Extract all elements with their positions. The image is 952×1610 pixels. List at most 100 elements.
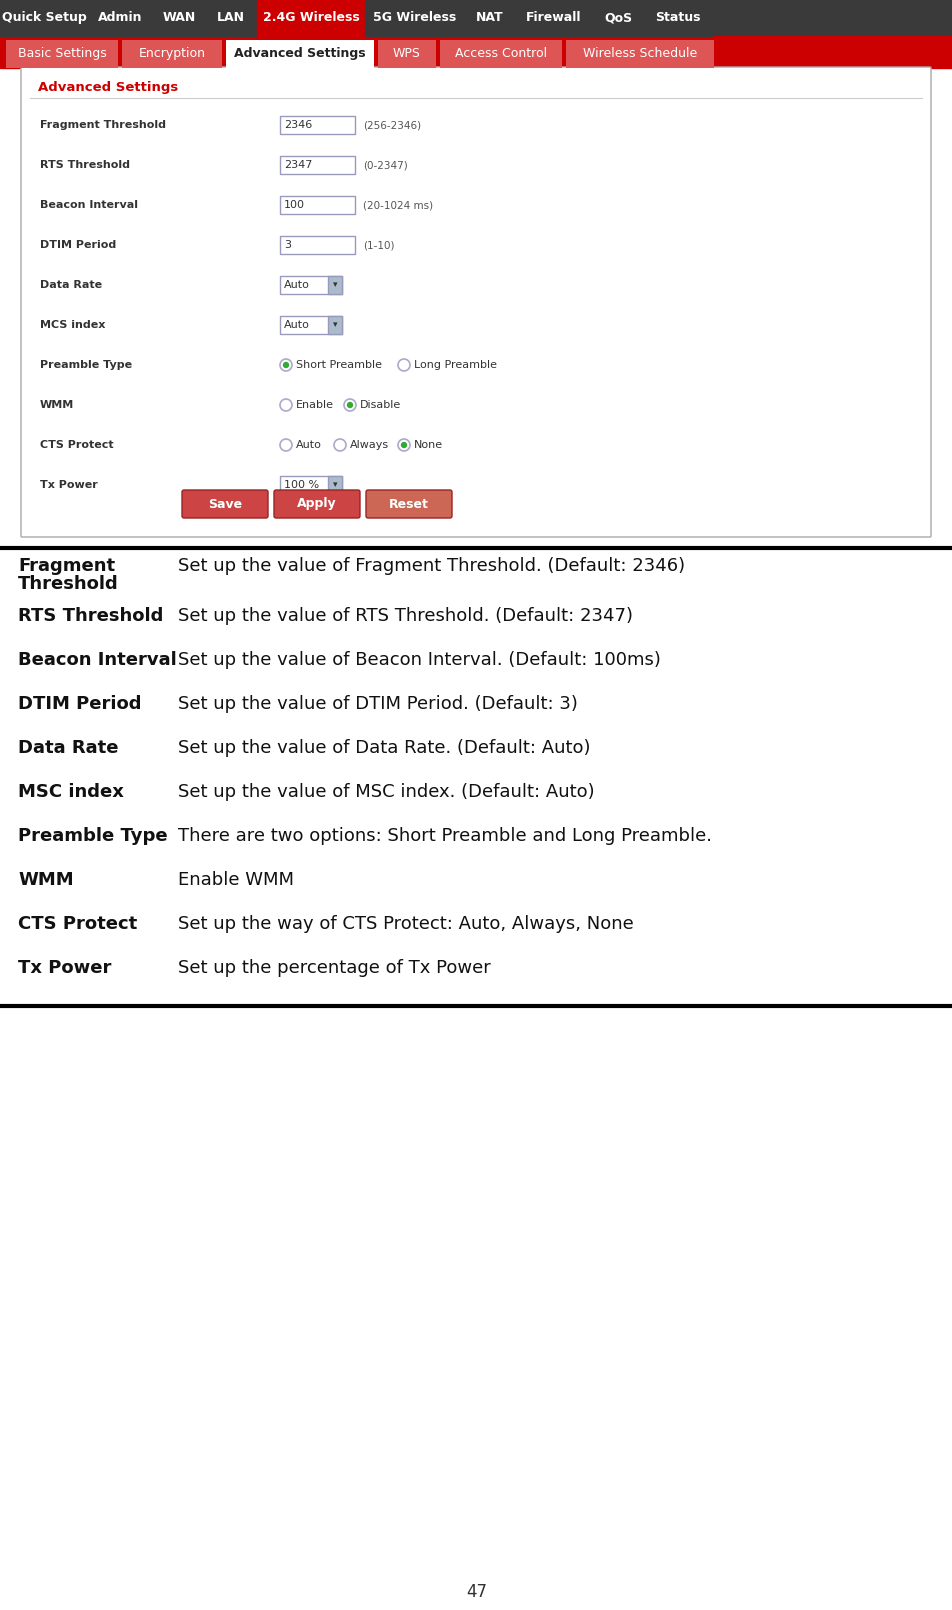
Bar [440, 40, 562, 68]
Circle shape [398, 359, 409, 370]
Bar [153, 0, 205, 35]
Text: Beacon Interval: Beacon Interval [18, 650, 176, 670]
Text: Set up the value of MSC index. (Default: Auto): Set up the value of MSC index. (Default:… [178, 782, 594, 802]
Text: Auto: Auto [284, 280, 309, 290]
Bar [6, 40, 118, 68]
Text: None: None [413, 440, 443, 451]
Text: Fragment Threshold: Fragment Threshold [40, 121, 166, 130]
Text: Advanced Settings: Advanced Settings [234, 48, 366, 61]
Text: WAN: WAN [162, 11, 195, 24]
Text: Short Preamble: Short Preamble [296, 361, 382, 370]
Text: 3: 3 [284, 240, 290, 250]
Text: 2346: 2346 [284, 121, 312, 130]
Text: CTS Protect: CTS Protect [40, 440, 113, 451]
Text: Admin: Admin [98, 11, 143, 24]
Text: Data Rate: Data Rate [40, 280, 102, 290]
Text: (20-1024 ms): (20-1024 ms) [363, 200, 432, 209]
Text: Disable: Disable [360, 399, 401, 411]
Bar [327, 275, 342, 295]
Bar [122, 40, 222, 68]
Text: (1-10): (1-10) [363, 240, 394, 250]
Circle shape [283, 362, 288, 369]
FancyBboxPatch shape [21, 68, 930, 538]
Text: (256-2346): (256-2346) [363, 121, 421, 130]
Text: Set up the percentage of Tx Power: Set up the percentage of Tx Power [178, 960, 490, 977]
Bar [514, 0, 592, 35]
Text: 47: 47 [466, 1583, 486, 1600]
Bar [465, 0, 514, 35]
Bar [643, 0, 712, 35]
Text: Set up the value of Beacon Interval. (Default: 100ms): Set up the value of Beacon Interval. (De… [178, 650, 660, 670]
Text: 100: 100 [284, 200, 305, 209]
Text: Beacon Interval: Beacon Interval [40, 200, 138, 209]
Bar [327, 316, 342, 333]
Bar [205, 0, 257, 35]
Text: RTS Threshold: RTS Threshold [40, 159, 129, 171]
Text: Set up the value of Fragment Threshold. (Default: 2346): Set up the value of Fragment Threshold. … [178, 557, 684, 575]
Circle shape [333, 440, 346, 451]
Text: Set up the value of RTS Threshold. (Default: 2347): Set up the value of RTS Threshold. (Defa… [178, 607, 632, 625]
Bar [280, 275, 342, 295]
Bar [280, 316, 342, 333]
FancyBboxPatch shape [182, 489, 268, 518]
Text: Apply: Apply [297, 497, 336, 510]
Bar [226, 40, 373, 68]
Text: 100 %: 100 % [284, 480, 319, 489]
Circle shape [280, 399, 291, 411]
Text: 2.4G Wireless: 2.4G Wireless [263, 11, 359, 24]
Bar [0, 35, 952, 68]
Text: Fragment: Fragment [18, 557, 115, 575]
Bar [280, 237, 355, 254]
Text: Encryption: Encryption [138, 48, 206, 61]
Bar [280, 116, 355, 134]
Text: WMM: WMM [40, 399, 74, 411]
Text: LAN: LAN [217, 11, 245, 24]
Text: MCS index: MCS index [40, 320, 106, 330]
Text: Advanced Settings: Advanced Settings [38, 82, 178, 95]
Bar [280, 477, 342, 494]
Text: Quick Setup: Quick Setup [2, 11, 87, 24]
Circle shape [344, 399, 356, 411]
Text: DTIM Period: DTIM Period [40, 240, 116, 250]
Text: Set up the value of Data Rate. (Default: Auto): Set up the value of Data Rate. (Default:… [178, 739, 590, 757]
Text: QoS: QoS [604, 11, 631, 24]
Text: Long Preamble: Long Preamble [413, 361, 497, 370]
Circle shape [401, 441, 407, 448]
Circle shape [347, 402, 353, 409]
Text: (0-2347): (0-2347) [363, 159, 407, 171]
Text: Set up the way of CTS Protect: Auto, Always, None: Set up the way of CTS Protect: Auto, Alw… [178, 914, 633, 934]
Text: Set up the value of DTIM Period. (Default: 3): Set up the value of DTIM Period. (Defaul… [178, 696, 577, 713]
Text: Auto: Auto [284, 320, 309, 330]
Text: MSC index: MSC index [18, 782, 124, 802]
FancyBboxPatch shape [366, 489, 451, 518]
Text: Preamble Type: Preamble Type [40, 361, 132, 370]
Text: Preamble Type: Preamble Type [18, 828, 168, 845]
Text: RTS Threshold: RTS Threshold [18, 607, 163, 625]
Text: There are two options: Short Preamble and Long Preamble.: There are two options: Short Preamble an… [178, 828, 711, 845]
Text: 2347: 2347 [284, 159, 312, 171]
Text: Data Rate: Data Rate [18, 739, 118, 757]
Text: Always: Always [349, 440, 388, 451]
Text: Enable: Enable [296, 399, 333, 411]
Text: Wireless Schedule: Wireless Schedule [583, 48, 697, 61]
Circle shape [280, 359, 291, 370]
Bar [280, 196, 355, 214]
Text: WPS: WPS [392, 48, 421, 61]
Circle shape [398, 440, 409, 451]
Text: Firewall: Firewall [526, 11, 581, 24]
Text: Tx Power: Tx Power [18, 960, 111, 977]
Bar [565, 40, 713, 68]
Text: Status: Status [655, 11, 700, 24]
Text: Save: Save [208, 497, 242, 510]
FancyBboxPatch shape [274, 489, 360, 518]
Text: Threshold: Threshold [18, 575, 119, 592]
Text: Access Control: Access Control [454, 48, 546, 61]
Text: DTIM Period: DTIM Period [18, 696, 141, 713]
Circle shape [280, 440, 291, 451]
Text: WMM: WMM [18, 871, 73, 889]
Text: Auto: Auto [296, 440, 322, 451]
Text: ▾: ▾ [332, 320, 337, 330]
Text: 5G Wireless: 5G Wireless [373, 11, 456, 24]
Bar [378, 40, 436, 68]
Text: ▾: ▾ [332, 280, 337, 290]
